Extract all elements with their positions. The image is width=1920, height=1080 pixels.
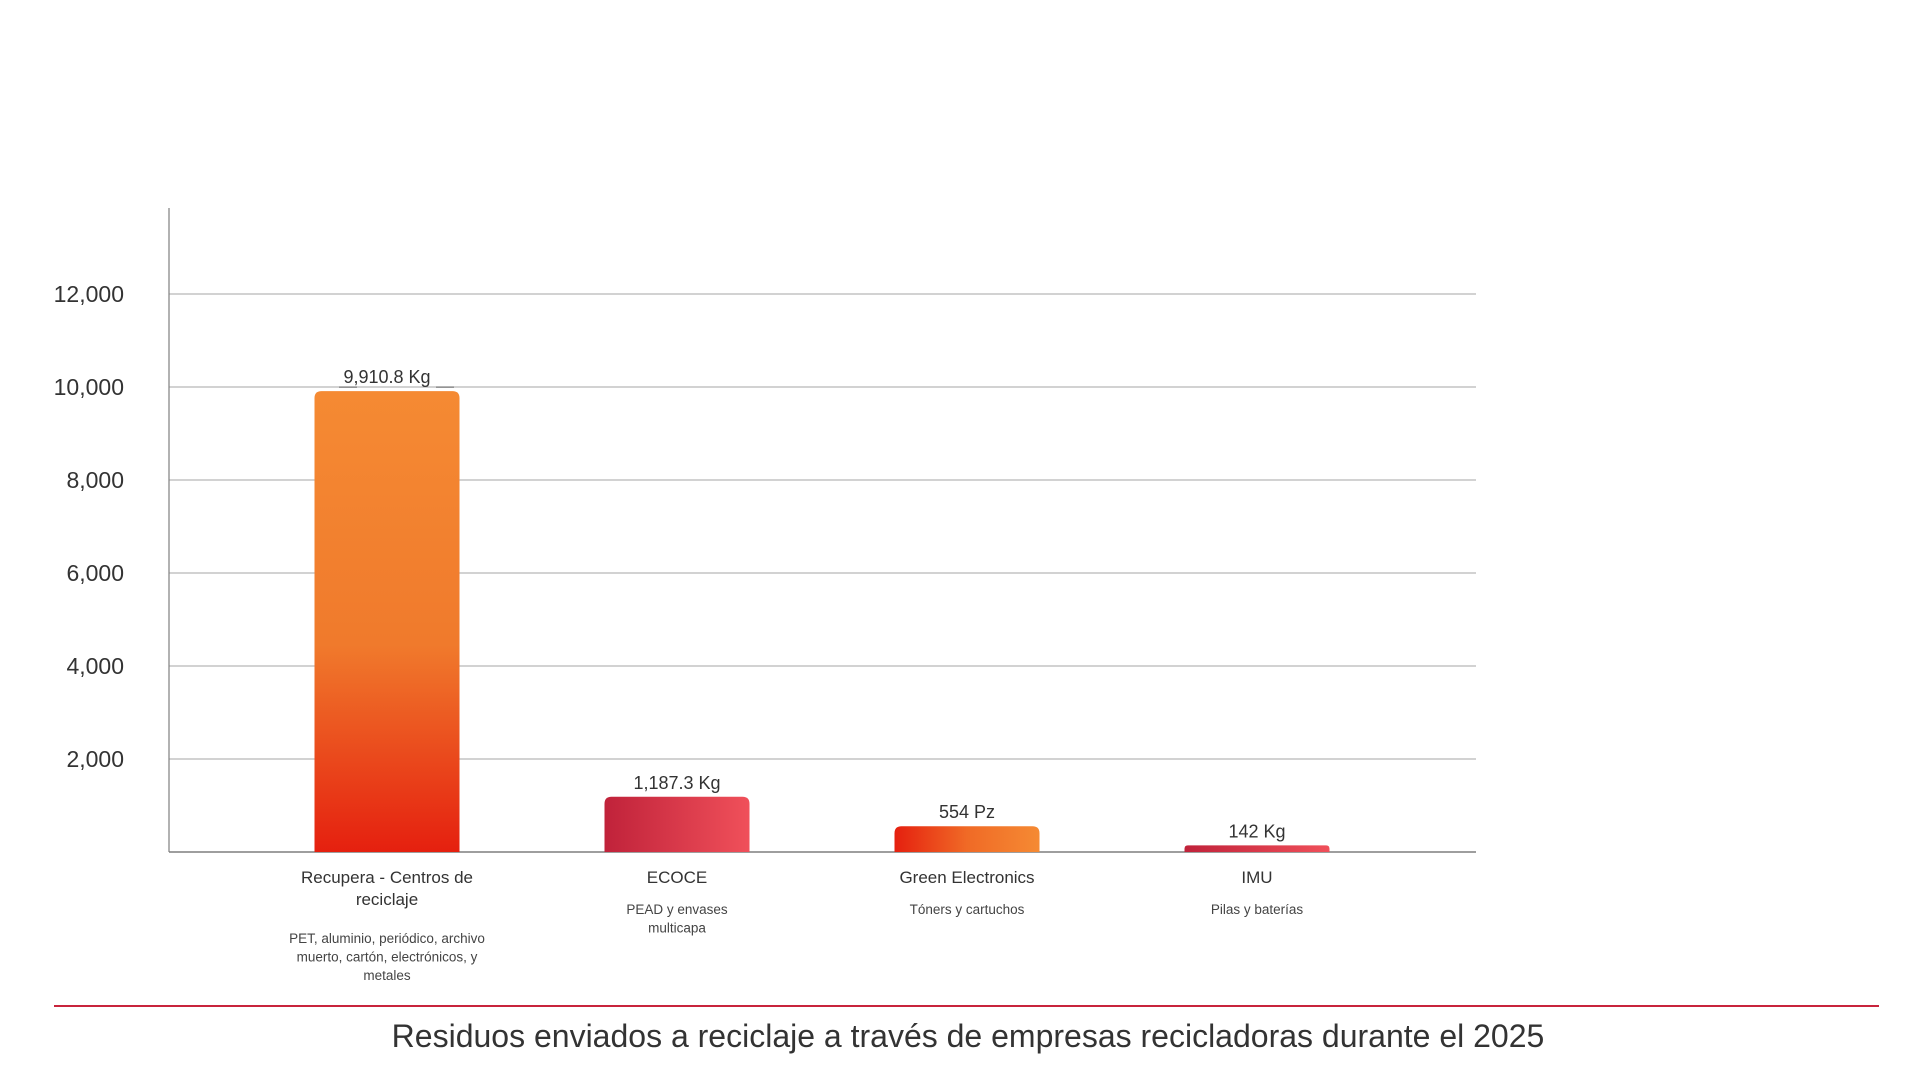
x-category-label: Green Electronics xyxy=(899,868,1034,887)
x-category-sublabel: multicapa xyxy=(648,921,706,936)
x-category-sublabel: Tóners y cartuchos xyxy=(910,902,1025,917)
y-tick-label: 10,000 xyxy=(54,374,124,400)
bar xyxy=(604,796,750,852)
chart-title: Residuos enviados a reciclaje a través d… xyxy=(391,1018,1545,1054)
data-label: 142 Kg xyxy=(1228,821,1285,841)
x-category-sublabel: metales xyxy=(363,968,411,983)
bar xyxy=(1184,845,1330,852)
x-category-sublabel: muerto, cartón, electrónicos, y xyxy=(297,950,478,965)
x-category-sublabel: PEAD y envases xyxy=(626,902,728,917)
y-tick-label: 12,000 xyxy=(54,281,124,307)
bar xyxy=(314,391,460,852)
y-tick-label: 4,000 xyxy=(66,653,124,679)
bar xyxy=(894,826,1040,852)
x-category-label: reciclaje xyxy=(356,890,418,909)
y-tick-label: 8,000 xyxy=(66,467,124,493)
data-label: 554 Pz xyxy=(939,802,995,822)
y-tick-label: 6,000 xyxy=(66,560,124,586)
y-tick-label: 2,000 xyxy=(66,746,124,772)
bar-chart: 2,000 4,000 6,000 8,000 10,000 12,000 9,910.8 … xyxy=(54,208,1476,983)
x-category-sublabel: PET, aluminio, periódico, archivo xyxy=(289,931,485,946)
x-category-label: IMU xyxy=(1241,868,1272,887)
x-category-label: ECOCE xyxy=(647,868,707,887)
data-label: 1,187.3 Kg xyxy=(633,773,720,793)
title-divider xyxy=(54,1005,1879,1007)
x-category-label: Recupera - Centros de xyxy=(301,868,473,887)
data-label: 9,910.8 Kg xyxy=(343,367,430,387)
x-category-sublabel: Pilas y baterías xyxy=(1211,902,1304,917)
